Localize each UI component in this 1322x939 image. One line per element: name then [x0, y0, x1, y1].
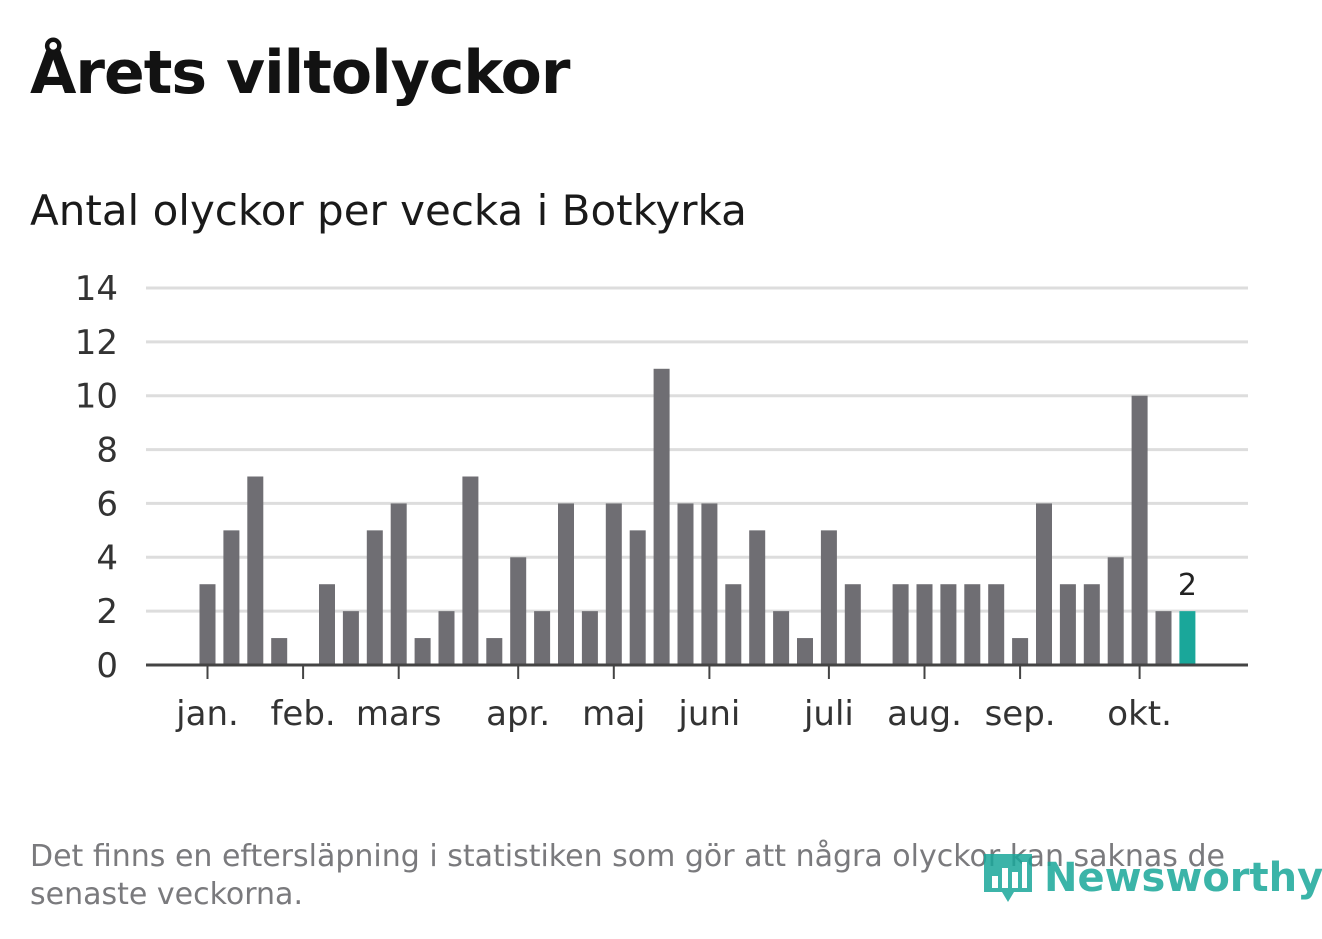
- bar: [629, 530, 646, 665]
- bars: [199, 368, 1196, 665]
- bar: [653, 368, 670, 665]
- x-tick-label: okt.: [1107, 694, 1172, 734]
- y-tick-label: 12: [75, 323, 118, 363]
- bar: [725, 584, 742, 665]
- x-tick-label: mars: [356, 694, 442, 734]
- bar: [916, 584, 933, 665]
- bar: [701, 503, 718, 665]
- bar: [605, 503, 622, 665]
- bar-highlight: [1179, 611, 1196, 665]
- bar-chart-speech-icon: [984, 854, 1032, 902]
- bar: [1012, 638, 1029, 665]
- bar: [820, 530, 837, 665]
- bar: [390, 503, 407, 665]
- bar: [1036, 503, 1052, 665]
- bar: [319, 584, 335, 665]
- bar: [773, 611, 790, 665]
- chart-subtitle: Antal olyckor per vecka i Botkyrka: [30, 186, 747, 235]
- gridlines: [146, 286, 1248, 613]
- bar: [414, 638, 431, 665]
- logo-text: Newsworthy: [1044, 855, 1322, 901]
- bar-chart: 0 2 4 6 8 10 12 14 jan. feb. mars apr. maj juni juli a…: [75, 269, 1248, 734]
- bar: [223, 530, 240, 665]
- y-tick-label: 14: [75, 269, 118, 309]
- bar: [247, 476, 264, 665]
- x-tick-label: maj: [582, 694, 645, 734]
- y-axis-ticks: 0 2 4 6 8 10 12 14: [75, 269, 118, 686]
- bar: [199, 584, 216, 665]
- data-labels: 2: [1178, 568, 1197, 603]
- bar: [940, 584, 957, 665]
- bar: [1107, 557, 1124, 665]
- y-tick-label: 0: [96, 646, 118, 686]
- x-tick-label: sep.: [985, 694, 1056, 734]
- x-tick-label: juni: [677, 694, 740, 734]
- bar: [510, 557, 527, 665]
- bar: [964, 584, 981, 665]
- y-tick-label: 6: [96, 484, 118, 524]
- x-tick-label: aug.: [887, 694, 962, 734]
- bar: [366, 530, 383, 665]
- bar: [1083, 584, 1100, 665]
- bar: [534, 611, 551, 665]
- bar: [271, 638, 288, 665]
- bar: [462, 476, 479, 665]
- bar: [844, 584, 861, 665]
- bar: [677, 503, 694, 665]
- x-tick-label: jan.: [175, 694, 239, 734]
- y-tick-label: 4: [96, 538, 118, 578]
- y-tick-label: 8: [96, 431, 118, 471]
- bar: [486, 638, 503, 665]
- newsworthy-logo: Newsworthy: [980, 846, 1322, 910]
- bar: [342, 611, 359, 665]
- x-tick-label: apr.: [486, 694, 550, 734]
- x-axis: jan. feb. mars apr. maj juni juli aug. sep. okt.: [146, 663, 1248, 734]
- bar: [581, 611, 598, 665]
- bar: [1155, 611, 1172, 665]
- chart-title: Årets viltolyckor: [30, 38, 570, 108]
- bar: [892, 584, 909, 665]
- highlight-value-label: 2: [1178, 568, 1197, 603]
- y-tick-label: 2: [96, 592, 118, 632]
- bar: [438, 611, 455, 665]
- bar: [988, 584, 1005, 665]
- x-tick-label: juli: [803, 694, 854, 734]
- bar: [1131, 395, 1148, 665]
- y-tick-label: 10: [75, 377, 118, 417]
- bar: [558, 503, 574, 665]
- x-tick-label: feb.: [270, 694, 335, 734]
- bar: [1059, 584, 1076, 665]
- bar: [797, 638, 813, 665]
- bar: [749, 530, 766, 665]
